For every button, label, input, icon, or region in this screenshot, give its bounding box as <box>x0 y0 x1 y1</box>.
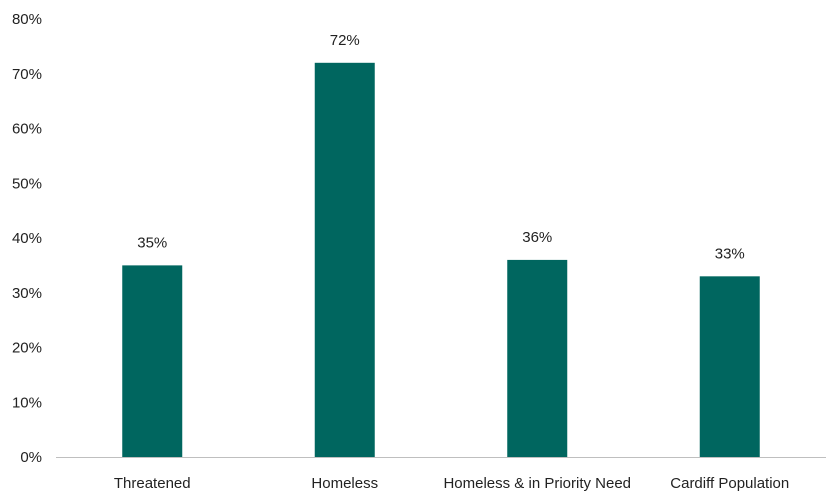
bar <box>699 276 760 457</box>
y-tick-label: 0% <box>20 449 42 466</box>
bars <box>122 62 760 458</box>
x-tick-label: Threatened <box>114 475 191 492</box>
y-tick-label: 70% <box>12 66 42 83</box>
x-axis: Threatened Homeless Homeless & in Priority… <box>114 475 789 492</box>
y-tick-label: 60% <box>12 121 42 138</box>
x-tick-label: Homeless <box>311 475 378 492</box>
y-tick-label: 50% <box>12 175 42 192</box>
y-tick-label: 40% <box>12 230 42 247</box>
data-label: 36% <box>522 229 552 246</box>
data-label: 35% <box>137 234 167 251</box>
bar <box>122 265 183 457</box>
bar <box>507 259 568 457</box>
bar <box>314 62 375 458</box>
data-label: 33% <box>715 245 745 262</box>
x-tick-label: Cardiff Population <box>670 475 789 492</box>
y-tick-label: 20% <box>12 340 42 357</box>
y-axis: 0% 10% 20% 30% 40% 50% 60% 70% 80% <box>12 11 42 466</box>
data-labels: 35% 72% 36% 33% <box>137 32 745 263</box>
x-tick-label: Homeless & in Priority Need <box>443 475 631 492</box>
y-tick-label: 10% <box>12 394 42 411</box>
data-label: 72% <box>330 32 360 49</box>
y-tick-label: 80% <box>12 11 42 28</box>
y-tick-label: 30% <box>12 285 42 302</box>
